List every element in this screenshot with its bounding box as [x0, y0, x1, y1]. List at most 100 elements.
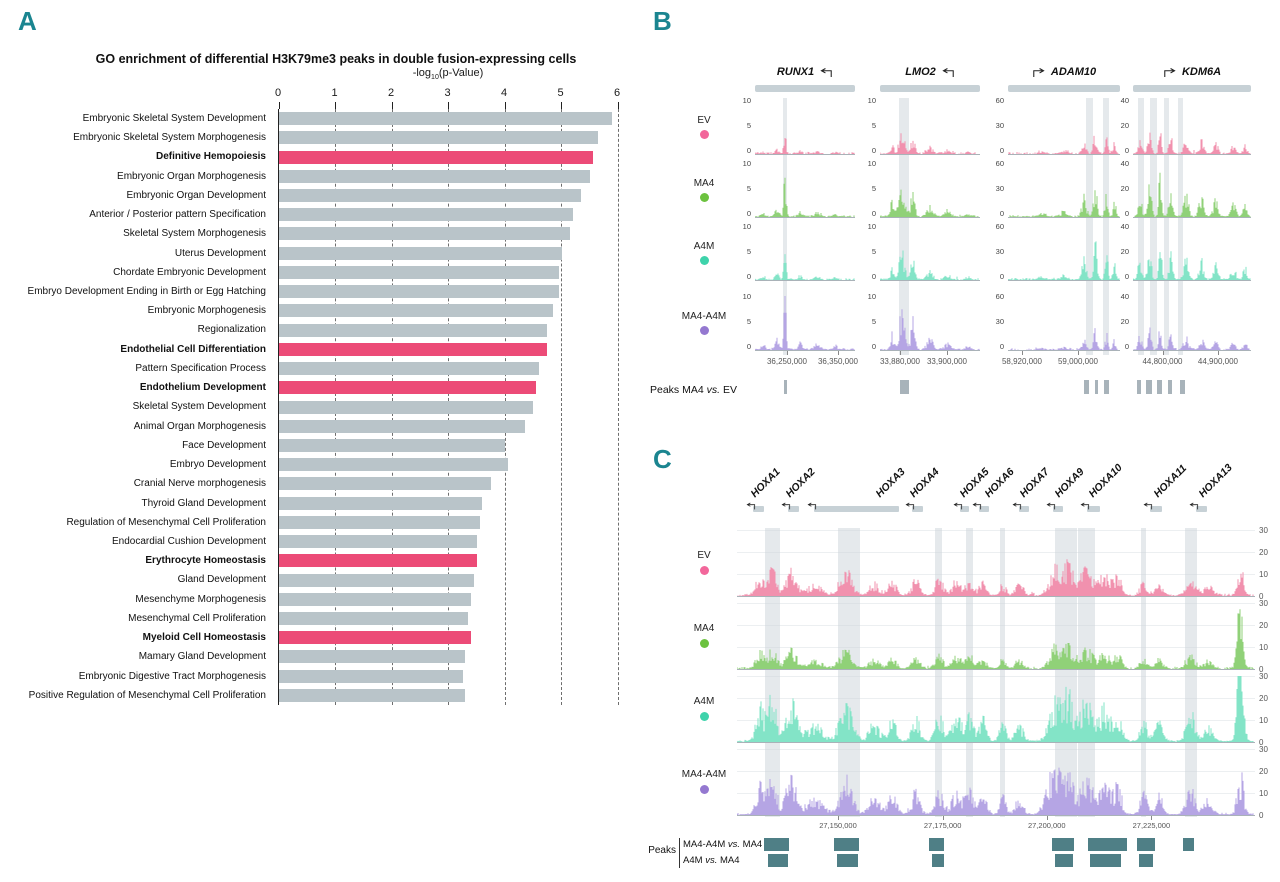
peaks-ma4-vs-ev-label: Peaks MA4 vs. EV [650, 384, 737, 396]
highlight-band [965, 528, 974, 817]
go-term-label: Pattern Specification Process [135, 362, 266, 374]
coverage-signal [1009, 190, 1120, 217]
go-term-bar [279, 285, 559, 299]
tss-arrow [970, 497, 982, 510]
coverage-signal [755, 138, 855, 154]
coverage-signal [755, 254, 855, 280]
tss-arrow-icon [1012, 502, 1022, 510]
row1-b: MA4 [740, 839, 763, 850]
tss-arrow [1044, 497, 1056, 510]
axis-tick [617, 102, 619, 109]
hoxa-gene-label: HOXA9 [1052, 465, 1087, 500]
tss-arrow [1078, 497, 1090, 510]
row2-vs: vs. [705, 855, 718, 866]
hoxa-gene-label: HOXA10 [1086, 461, 1126, 500]
highlight-band [1086, 98, 1094, 355]
x-tick-label: 1 [331, 87, 338, 99]
coord-tick [1162, 351, 1164, 355]
y-tick-label: 0 [1124, 272, 1129, 281]
go-term-bar [279, 362, 539, 376]
gene-body [1087, 506, 1101, 512]
go-term-label: Myeloid Cell Homeostasis [142, 632, 266, 644]
go-term-label: Embryo Development [169, 459, 266, 471]
h-gridline [737, 720, 1255, 721]
coverage-signal [880, 189, 979, 217]
gene-body [752, 506, 764, 512]
track-baseline [1008, 154, 1120, 155]
h-gridline [737, 603, 1255, 604]
peak-box [932, 854, 944, 867]
go-term-label: Embryo Development Ending in Birth or Eg… [27, 286, 266, 298]
coordinate-label: 44,900,000 [1197, 357, 1238, 366]
h-gridline [737, 530, 1255, 531]
tss-arrow-icon [972, 502, 982, 510]
y-tick-label: 0 [1124, 342, 1129, 351]
x-tick-label: 4 [500, 87, 508, 99]
coverage-signal [880, 309, 980, 350]
go-term-bar [279, 246, 562, 260]
axis-tick [561, 102, 562, 109]
gene-body [787, 506, 800, 512]
coord-tick [1022, 351, 1023, 355]
go-term-bar [279, 611, 469, 625]
y-tick-label: 30 [1259, 526, 1268, 535]
hoxa-gene-label: HOXA2 [783, 465, 818, 500]
track-label: MA4-A4M [681, 311, 727, 322]
go-term-label: Endocardial Cushion Development [112, 535, 266, 547]
peak-box [783, 380, 787, 394]
h-gridline [737, 793, 1255, 794]
go-term-bar [279, 304, 554, 318]
peak-box [1168, 380, 1173, 394]
track-label: MA4 [693, 623, 715, 634]
gene-body [1052, 506, 1064, 512]
tss-arrow-icon [1080, 502, 1090, 510]
y-tick-label: 60 [995, 222, 1004, 231]
y-tick-label: 20 [1120, 317, 1129, 326]
track-label: A4M [693, 696, 715, 707]
tss-arrow-icon [1189, 502, 1199, 510]
peak-box [1138, 854, 1154, 867]
x-tick-label: 5 [557, 87, 564, 99]
coordinate-label: 58,920,000 [1001, 357, 1043, 366]
go-term-label: Embryonic Organ Development [126, 189, 266, 201]
go-term-bar [279, 112, 613, 126]
highlight-band [1150, 98, 1157, 355]
peak-box [1104, 380, 1109, 394]
track-baseline [1133, 154, 1251, 155]
go-term-bar [279, 535, 477, 549]
y-tick-label: 20 [1259, 694, 1268, 703]
x-axis-title: -log10(p-Value) [278, 67, 618, 81]
h-gridline [737, 749, 1255, 750]
y-tick-label: 20 [1259, 767, 1268, 776]
coverage-signal [755, 296, 855, 350]
go-term-bar [279, 650, 466, 664]
track-color-dot [699, 785, 709, 794]
go-term-label: Thyroid Gland Development [141, 497, 266, 509]
go-term-bar [279, 208, 573, 222]
y-tick-label: 0 [1124, 209, 1129, 218]
go-term-bar [279, 631, 472, 645]
y-tick-label: 60 [995, 159, 1004, 168]
track-label: MA4 [693, 178, 715, 189]
y-tick-label: 0 [871, 209, 876, 218]
tss-arrow [1010, 497, 1022, 510]
x-tick-label: 0 [274, 87, 282, 99]
track-baseline [737, 596, 1255, 597]
gene-header: RUNX1 [755, 64, 855, 80]
track-baseline [1133, 217, 1251, 218]
coverage-signal [755, 177, 855, 217]
coverage-signal [1134, 172, 1251, 217]
go-term-bar [279, 477, 491, 491]
coord-tick [1151, 816, 1153, 820]
y-tick-label: 10 [742, 159, 751, 168]
go-term-label: Positive Regulation of Mesenchymal Cell … [28, 689, 266, 701]
go-term-label: Definitive Hemopoiesis [155, 151, 266, 163]
y-tick-label: 60 [995, 292, 1004, 301]
y-tick-label: 5 [746, 184, 751, 193]
y-tick-label: 5 [746, 247, 751, 256]
peaks-row1-label: MA4-A4M vs. MA4 [683, 838, 762, 851]
y-tick-label: 10 [867, 292, 876, 301]
track-baseline [1008, 280, 1120, 281]
track-color-dot [699, 193, 709, 202]
hoxa-gene-label: HOXA7 [1017, 465, 1052, 500]
